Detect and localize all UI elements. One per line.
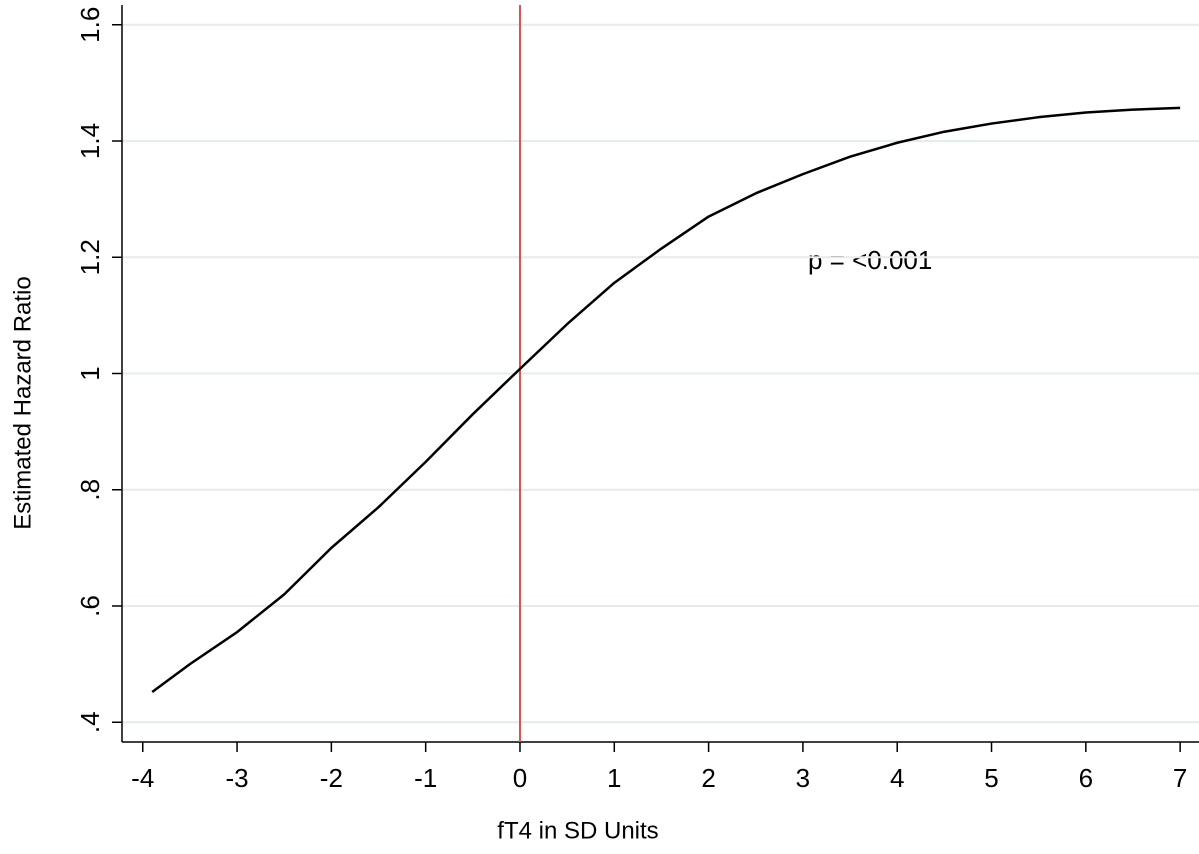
x-tick-label: 0 [513, 763, 527, 793]
y-tick-label: 1.6 [75, 7, 105, 43]
x-tick-label: 5 [984, 763, 998, 793]
x-tick-label: 3 [796, 763, 810, 793]
x-tick-label: -4 [131, 763, 154, 793]
annotation: p = <0.001 [808, 245, 932, 275]
y-tick-label: 1.4 [75, 123, 105, 159]
y-tick-label: 1 [75, 366, 105, 380]
x-tick-label: 7 [1173, 763, 1187, 793]
y-tick-label: .8 [75, 479, 105, 501]
y-tick-label: .4 [75, 711, 105, 733]
y-tick-label: 1.2 [75, 239, 105, 275]
x-tick-label: 2 [701, 763, 715, 793]
x-tick-label: 4 [890, 763, 904, 793]
x-axis-title: fT4 in SD Units [497, 817, 658, 844]
x-tick-label: -3 [225, 763, 248, 793]
y-tick-label: .6 [75, 595, 105, 617]
x-tick-label: 1 [607, 763, 621, 793]
x-tick-label: -2 [320, 763, 343, 793]
y-axis-title: Estimated Hazard Ratio [9, 276, 36, 529]
curve [151, 106, 1181, 694]
x-tick-label: 6 [1079, 763, 1093, 793]
x-tick-label: -1 [414, 763, 437, 793]
